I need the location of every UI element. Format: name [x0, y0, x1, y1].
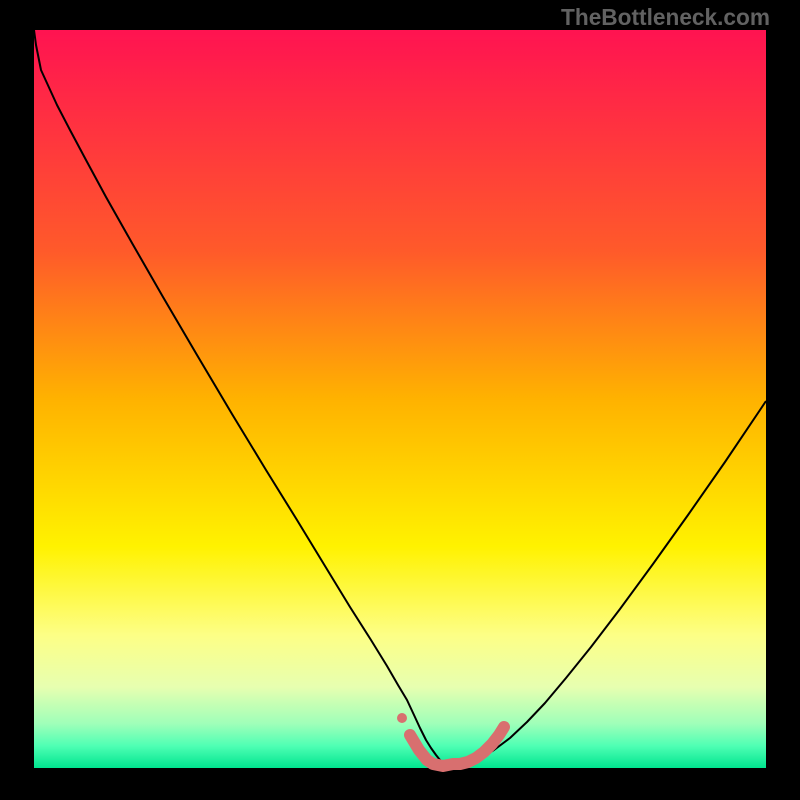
- optimal-range-marker: [397, 713, 407, 723]
- optimal-range-highlight: [410, 727, 504, 766]
- bottleneck-curve: [34, 30, 766, 767]
- bottleneck-chart: [0, 0, 800, 800]
